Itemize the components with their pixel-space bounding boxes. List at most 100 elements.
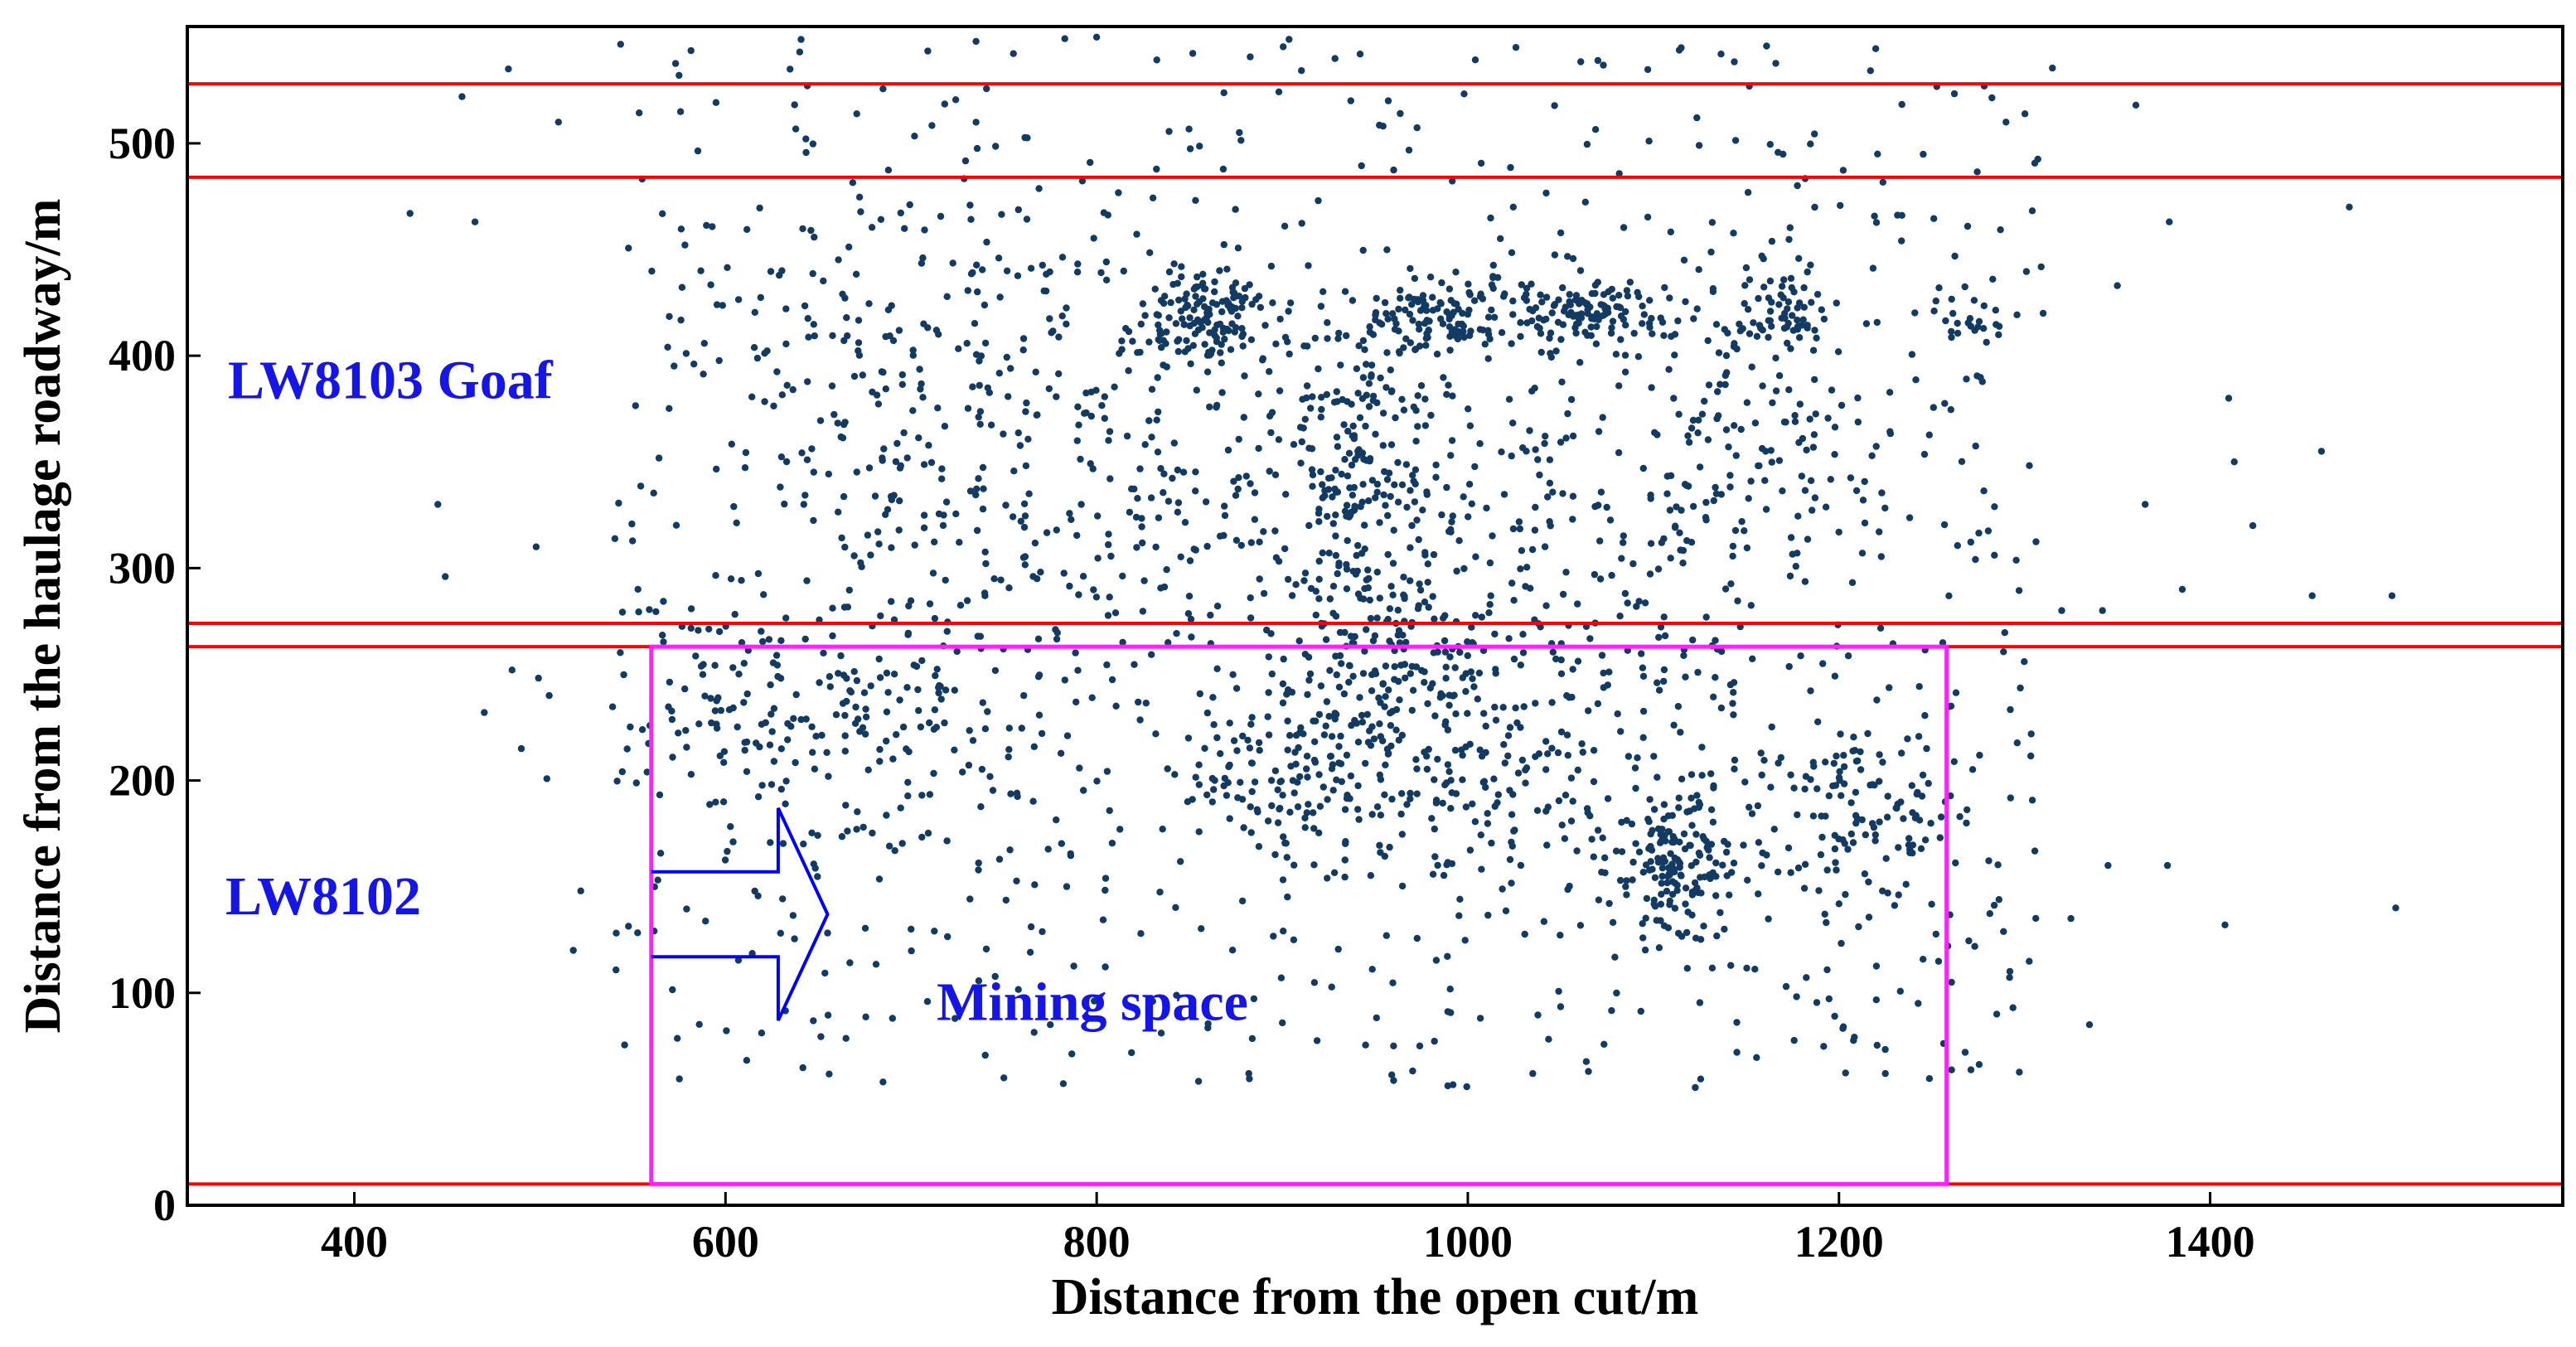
data-point [1373, 614, 1381, 622]
data-point [1425, 603, 1432, 611]
data-point [1681, 845, 1689, 853]
data-point [1683, 928, 1691, 937]
data-point [1723, 369, 1731, 376]
data-point [1641, 946, 1649, 954]
y-tick-label: 0 [153, 1180, 176, 1230]
data-point [654, 876, 661, 884]
data-point [897, 209, 905, 217]
data-point [832, 711, 840, 719]
data-point [1662, 837, 1669, 845]
data-point [1184, 345, 1192, 352]
data-point [1101, 393, 1109, 400]
data-point [1839, 1025, 1847, 1032]
data-point [889, 755, 897, 763]
data-point [1251, 516, 1259, 523]
data-point [2230, 458, 2238, 466]
data-point [1223, 265, 1231, 273]
data-point [888, 598, 895, 605]
data-point [677, 316, 685, 324]
data-point [1788, 283, 1795, 292]
data-point [690, 361, 698, 368]
data-point [1414, 392, 1421, 400]
data-point [1835, 835, 1842, 843]
data-point [812, 733, 820, 740]
data-point [1650, 806, 1658, 813]
data-point [841, 294, 849, 302]
data-point [2114, 282, 2121, 289]
data-point [1908, 351, 1916, 358]
data-point [1066, 510, 1073, 517]
data-point [1174, 508, 1182, 516]
data-point [1429, 293, 1436, 301]
data-point [1605, 308, 1612, 317]
data-point [1972, 442, 1979, 450]
data-point [885, 842, 893, 850]
data-point [909, 346, 917, 354]
data-point [1646, 570, 1654, 578]
data-point [1425, 327, 1432, 334]
data-point [1461, 937, 1469, 944]
data-point [850, 552, 858, 560]
data-point [1557, 932, 1564, 939]
data-point [926, 600, 934, 608]
data-point [956, 539, 963, 546]
data-point [1190, 545, 1198, 553]
data-point [1417, 382, 1426, 390]
data-point [908, 925, 915, 933]
data-point [1710, 693, 1717, 700]
data-point [1626, 279, 1634, 286]
data-point [1824, 414, 1832, 422]
data-point [1315, 518, 1323, 526]
data-point [1279, 680, 1287, 688]
data-point [1598, 652, 1606, 659]
data-point [1161, 293, 1169, 300]
data-point [2221, 921, 2229, 929]
data-point [1407, 339, 1415, 346]
data-point [1373, 294, 1380, 303]
data-point [1522, 779, 1529, 787]
data-point [1324, 796, 1331, 803]
data-point [1609, 317, 1617, 325]
data-point [1608, 285, 1616, 293]
data-point [1443, 483, 1450, 492]
data-point [1811, 376, 1818, 384]
data-point [1961, 1049, 1969, 1056]
data-point [2021, 110, 2029, 118]
data-point [898, 380, 907, 388]
data-point [1213, 603, 1222, 610]
data-point [711, 707, 719, 715]
data-point [1801, 578, 1809, 585]
data-point [1536, 324, 1543, 332]
data-point [1223, 792, 1231, 799]
data-point [1283, 690, 1290, 698]
data-point [1398, 882, 1407, 890]
data-point [1074, 666, 1082, 674]
data-point [1501, 290, 1508, 298]
data-point [781, 500, 788, 508]
data-point [1407, 789, 1414, 797]
data-point [1425, 745, 1432, 753]
data-point [1464, 710, 1471, 717]
data-point [1658, 864, 1667, 872]
data-point [1290, 789, 1298, 797]
data-point [1651, 903, 1659, 910]
data-point [1416, 1042, 1424, 1050]
data-point [1136, 716, 1144, 724]
data-point [1267, 630, 1275, 637]
data-point [838, 833, 846, 841]
data-point [1986, 910, 1993, 918]
data-point [1515, 518, 1523, 526]
data-point [799, 225, 806, 233]
data-point [1624, 292, 1632, 300]
data-point [884, 506, 892, 513]
data-point [719, 798, 728, 806]
data-point [857, 208, 864, 216]
data-point [862, 705, 869, 713]
data-point [941, 423, 949, 430]
data-point [980, 485, 987, 492]
data-point [978, 765, 986, 773]
data-point [1755, 294, 1762, 303]
data-point [1334, 569, 1341, 578]
data-point [1930, 215, 1938, 222]
data-point [712, 99, 720, 106]
